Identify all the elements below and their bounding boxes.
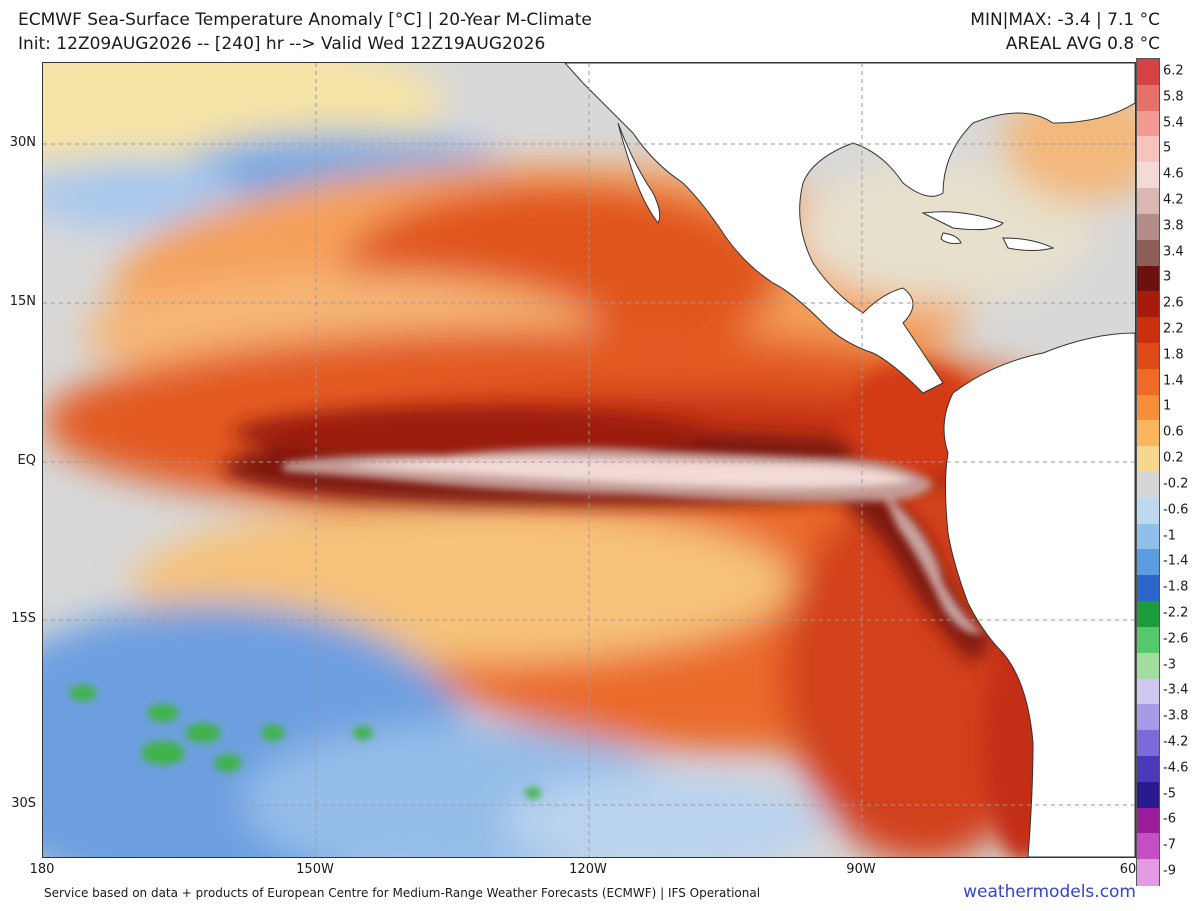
colorbar-swatch xyxy=(1137,755,1159,783)
colorbar-swatch xyxy=(1137,84,1159,112)
init-valid-line: Init: 12Z09AUG2026 -- [240] hr --> Valid… xyxy=(18,34,546,54)
lat-label-30s: 30S xyxy=(11,796,36,811)
min-max-readout: MIN|MAX: -3.4 | 7.1 °C xyxy=(970,10,1160,30)
lon-label-60w: 60 xyxy=(1119,862,1137,877)
colorbar-swatch xyxy=(1137,523,1159,550)
data-credit: Service based on data + products of Euro… xyxy=(44,886,761,900)
brand-link[interactable]: weathermodels.com xyxy=(963,882,1136,902)
colorbar-swatch xyxy=(1137,394,1159,421)
map-title: ECMWF Sea-Surface Temperature Anomaly [°… xyxy=(18,10,592,30)
anomaly-map xyxy=(42,62,1136,858)
graticule xyxy=(43,63,1135,857)
colorbar-tick-label: 5.4 xyxy=(1163,115,1184,131)
colorbar-tick-label: 3.8 xyxy=(1163,218,1184,234)
colorbar-swatch xyxy=(1137,704,1159,731)
colorbar-tick-label: -7 xyxy=(1163,837,1176,853)
lat-label-eq: EQ xyxy=(17,453,36,468)
colorbar-tick-label: 1.8 xyxy=(1163,347,1184,363)
colorbar-tick-label: -1 xyxy=(1163,528,1176,544)
colorbar xyxy=(1136,58,1160,886)
land-caribbean xyxy=(921,211,1055,251)
colorbar-tick-label: 4.2 xyxy=(1163,192,1184,208)
colorbar-tick-label: 2.2 xyxy=(1163,321,1184,337)
colorbar-swatch xyxy=(1137,368,1159,396)
colorbar-tick-label: -0.2 xyxy=(1163,476,1189,492)
colorbar-swatch xyxy=(1137,575,1159,602)
colorbar-tick-label: -1.8 xyxy=(1163,579,1189,595)
colorbar-swatch xyxy=(1137,859,1159,886)
colorbar-swatch xyxy=(1137,730,1159,757)
colorbar-tick-label: 5 xyxy=(1163,140,1172,156)
colorbar-tick-label: -2.2 xyxy=(1163,605,1189,621)
colorbar-swatch xyxy=(1137,239,1159,266)
colorbar-tick-label: -4.6 xyxy=(1163,760,1189,776)
colorbar-swatch xyxy=(1137,497,1159,525)
colorbar-swatch xyxy=(1137,291,1159,318)
colorbar-tick-label: 5.8 xyxy=(1163,89,1184,105)
title-block: ECMWF Sea-Surface Temperature Anomaly [°… xyxy=(18,8,592,56)
colorbar-tick-label: 1 xyxy=(1163,398,1172,414)
lat-label-30n: 30N xyxy=(9,135,36,150)
colorbar-swatch xyxy=(1137,626,1159,654)
colorbar-tick-label: 0.2 xyxy=(1163,450,1184,466)
colorbar-swatch xyxy=(1137,601,1159,628)
colorbar-swatch xyxy=(1137,136,1159,163)
colorbar-swatch xyxy=(1137,549,1159,576)
colorbar-swatch xyxy=(1137,162,1159,189)
colorbar-swatch xyxy=(1137,472,1159,499)
colorbar-tick-label: -3.8 xyxy=(1163,708,1189,724)
colorbar-swatch xyxy=(1137,678,1159,705)
colorbar-tick-label: -6 xyxy=(1163,811,1176,827)
colorbar-tick-label: 0.6 xyxy=(1163,424,1184,440)
lat-label-15s: 15S xyxy=(11,611,36,626)
cold-tongue-max xyxy=(69,447,983,799)
colorbar-tick-label: -1.4 xyxy=(1163,553,1189,569)
land-north-america xyxy=(564,63,1135,394)
colorbar-tick-label: -2.6 xyxy=(1163,631,1189,647)
colorbar-swatch xyxy=(1137,265,1159,292)
colorbar-tick-label: 4.6 xyxy=(1163,166,1184,182)
colorbar-swatch xyxy=(1137,807,1159,834)
colorbar-tick-label: 3 xyxy=(1163,269,1172,285)
colorbar-swatch xyxy=(1137,213,1159,241)
colorbar-tick-label: 1.4 xyxy=(1163,373,1184,389)
colorbar-tick-label: -5 xyxy=(1163,786,1176,802)
anomaly-broadscale xyxy=(43,63,1135,857)
colorbar-tick-label: -0.6 xyxy=(1163,502,1189,518)
land-south-america xyxy=(943,332,1135,857)
lon-label-120w: 120W xyxy=(569,862,607,877)
colorbar-swatch xyxy=(1137,420,1159,447)
colorbar-swatch xyxy=(1137,781,1159,809)
colorbar-tick-label: -3.4 xyxy=(1163,682,1189,698)
colorbar-swatch xyxy=(1137,188,1159,215)
colorbar-tick-label: 2.6 xyxy=(1163,295,1184,311)
colorbar-tick-label: 6.2 xyxy=(1163,63,1184,79)
colorbar-swatch xyxy=(1137,317,1159,344)
colorbar-tick-label: -9 xyxy=(1163,863,1176,879)
colorbar-tick-label: -4.2 xyxy=(1163,734,1189,750)
lon-label-180: 180 xyxy=(29,862,55,877)
lon-label-90w: 90W xyxy=(846,862,876,877)
stats-block: MIN|MAX: -3.4 | 7.1 °C AREAL AVG 0.8 °C xyxy=(970,8,1160,56)
colorbar-swatch xyxy=(1137,833,1159,860)
colorbar-swatch xyxy=(1137,446,1159,473)
colorbar-swatch xyxy=(1137,652,1159,679)
lon-label-150w: 150W xyxy=(296,862,334,877)
lat-label-15n: 15N xyxy=(9,294,36,309)
colorbar-swatch xyxy=(1137,59,1159,86)
colorbar-swatch xyxy=(1137,342,1159,370)
anomaly-field xyxy=(43,63,1135,857)
areal-average-readout: AREAL AVG 0.8 °C xyxy=(1005,34,1160,54)
colorbar-tick-label: 3.4 xyxy=(1163,244,1184,260)
colorbar-tick-label: -3 xyxy=(1163,657,1176,673)
colorbar-swatch xyxy=(1137,110,1159,137)
